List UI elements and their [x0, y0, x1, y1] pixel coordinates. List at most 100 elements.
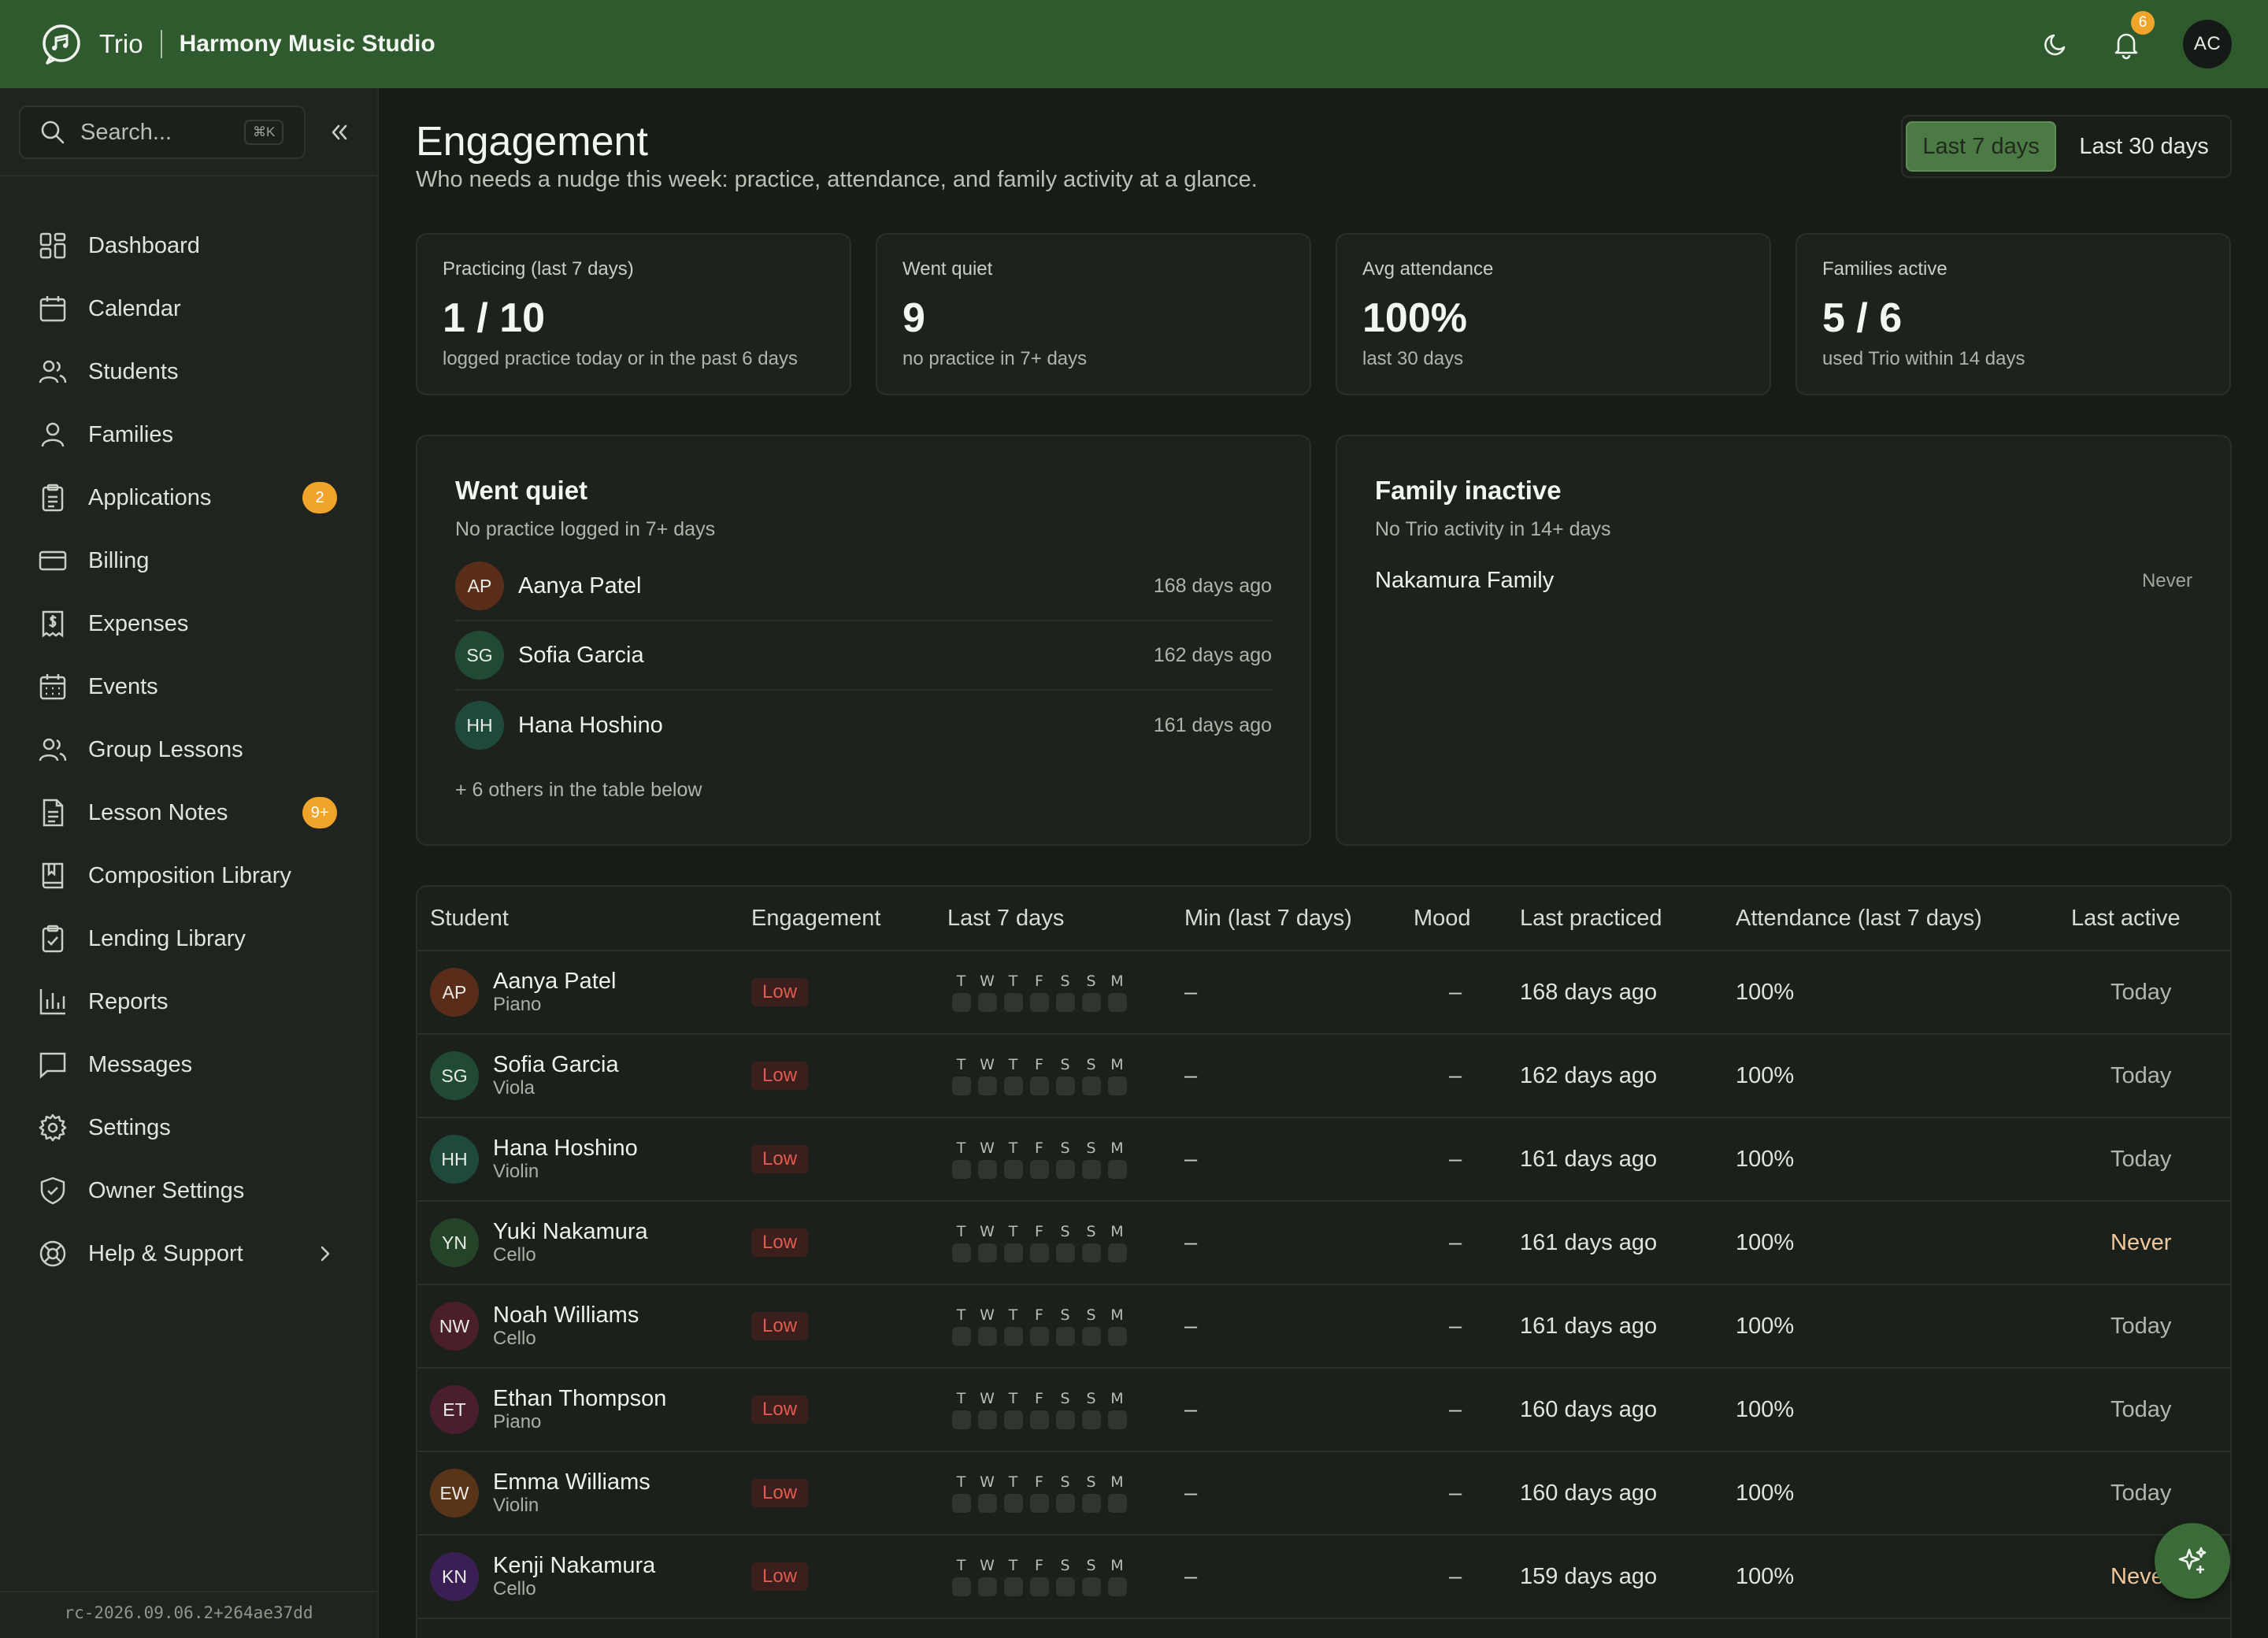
search-input[interactable]: Search... ⌘K [19, 106, 306, 159]
column-header[interactable]: Last practiced [1520, 905, 1662, 931]
notifications-button[interactable]: 6 [2110, 11, 2155, 60]
last-active-value: Today [2110, 1313, 2172, 1339]
student-name[interactable]: Yuki Nakamura [493, 1219, 648, 1244]
minutes-cell: – [1184, 1452, 1197, 1534]
page-subtitle: Who needs a nudge this week: practice, a… [416, 167, 1258, 192]
student-name[interactable]: Ethan Thompson [493, 1386, 667, 1411]
quiet-student-row[interactable]: SG Sofia Garcia 162 days ago [455, 621, 1272, 691]
column-header[interactable]: Last active [2071, 905, 2181, 931]
sidebar-item-label: Calendar [88, 295, 181, 321]
mood-cell: – [1449, 1035, 1462, 1117]
stat-card-avg-attendance: Avg attendance 100% last 30 days [1336, 233, 1771, 395]
ai-assistant-button[interactable] [2155, 1523, 2230, 1599]
sidebar-item-reports[interactable]: Reports [0, 970, 377, 1033]
sidebar-item-events[interactable]: Events [0, 655, 377, 718]
moon-icon[interactable] [2043, 31, 2070, 57]
sidebar-item-help-support[interactable]: Help & Support [0, 1222, 377, 1285]
sidebar-item-billing[interactable]: Billing [0, 529, 377, 592]
panel-title: Family inactive [1375, 476, 1562, 505]
sidebar-item-settings[interactable]: Settings [0, 1096, 377, 1159]
sidebar-item-messages[interactable]: Messages [0, 1033, 377, 1096]
sidebar-item-lesson-notes[interactable]: Lesson Notes 9+ [0, 781, 377, 844]
mood-cell: – [1449, 1202, 1462, 1284]
engagement-cell: Low [751, 1202, 809, 1284]
chevron-right-icon[interactable] [315, 1243, 335, 1264]
quiet-student-row[interactable]: AP Aanya Patel 168 days ago [455, 552, 1272, 621]
weekday-letter: F [1035, 1056, 1043, 1073]
student-instrument: Cello [493, 1578, 536, 1599]
weekday-letter: T [1008, 1473, 1018, 1491]
minutes-value: – [1184, 1062, 1198, 1088]
attendance-cell: 100% [1736, 951, 1794, 1033]
stat-value: 5 / 6 [1822, 295, 1903, 341]
student-cell: AP Aanya Patel Piano [430, 951, 616, 1033]
engagement-cell: Low [751, 1369, 809, 1451]
student-avatar: AP [430, 968, 479, 1017]
range-last-30-days-button[interactable]: Last 30 days [2079, 133, 2209, 159]
attendance-cell: 100% [1736, 1452, 1794, 1534]
student-avatar: NW [430, 1302, 479, 1351]
sidebar-item-applications[interactable]: Applications 2 [0, 466, 377, 529]
column-header[interactable]: Mood [1414, 905, 1471, 931]
column-header[interactable]: Min (last 7 days) [1184, 905, 1352, 931]
column-header[interactable]: Student [430, 905, 509, 931]
inactive-family-row[interactable]: Nakamura Family Never [1375, 568, 2192, 594]
brand[interactable]: Trio Harmony Music Studio [39, 22, 435, 66]
weekday-letter: S [1086, 1056, 1096, 1073]
sidebar-item-composition-library[interactable]: Composition Library [0, 844, 377, 907]
column-header[interactable]: Last 7 days [947, 905, 1065, 931]
minutes-value: – [1184, 1480, 1198, 1506]
search-placeholder: Search... [80, 119, 172, 145]
minutes-cell: – [1184, 1536, 1197, 1618]
practice-day-cell [951, 1327, 971, 1346]
mood-value: – [1449, 979, 1462, 1005]
engagement-cell: Low [751, 1536, 809, 1618]
sidebar-item-expenses[interactable]: Expenses [0, 592, 377, 655]
student-instrument: Violin [493, 1495, 539, 1516]
weekday-letter: T [956, 1223, 966, 1240]
range-last-7-days-button[interactable]: Last 7 days [1906, 121, 2057, 172]
panel-subtitle: No Trio activity in 14+ days [1375, 518, 1611, 540]
last-practiced-cell: 161 days ago [1520, 1118, 1657, 1200]
sidebar-item-lending-library[interactable]: Lending Library [0, 907, 377, 970]
stat-value: 100% [1362, 295, 1467, 341]
column-header[interactable]: Engagement [751, 905, 881, 931]
student-name[interactable]: Emma Williams [493, 1469, 650, 1495]
weekday-letter: S [1086, 1223, 1096, 1240]
attendance-value: 100% [1736, 1563, 1795, 1589]
quiet-student-row[interactable]: HH Hana Hoshino 161 days ago [455, 691, 1272, 760]
sidebar-item-dashboard[interactable]: Dashboard [0, 214, 377, 277]
practice-day-cell [1081, 1494, 1101, 1513]
mood-cell: – [1449, 1118, 1462, 1200]
sidebar-item-calendar[interactable]: Calendar [0, 277, 377, 340]
student-name[interactable]: Sofia Garcia [493, 1052, 619, 1077]
weekday-letter: T [1008, 1223, 1018, 1240]
column-header[interactable]: Attendance (last 7 days) [1736, 905, 1982, 931]
sidebar-item-group-lessons[interactable]: Group Lessons [0, 718, 377, 781]
attendance-value: 100% [1736, 1062, 1795, 1088]
user-avatar[interactable]: AC [2183, 20, 2232, 69]
student-name[interactable]: Hana Hoshino [493, 1136, 638, 1161]
sidebar-item-owner-settings[interactable]: Owner Settings [0, 1159, 377, 1222]
sidebar-item-students[interactable]: Students [0, 340, 377, 403]
student-name[interactable]: Kenji Nakamura [493, 1553, 656, 1578]
student-name: Sofia Garcia [518, 642, 644, 668]
student-name[interactable]: Aanya Patel [493, 969, 617, 994]
student-name[interactable]: Noah Williams [493, 1303, 639, 1328]
attendance-cell: 100% [1736, 1536, 1794, 1618]
sidebar-item-families[interactable]: Families [0, 403, 377, 466]
collapse-sidebar-icon[interactable] [326, 120, 351, 145]
lifebuoy-icon [39, 1240, 66, 1267]
